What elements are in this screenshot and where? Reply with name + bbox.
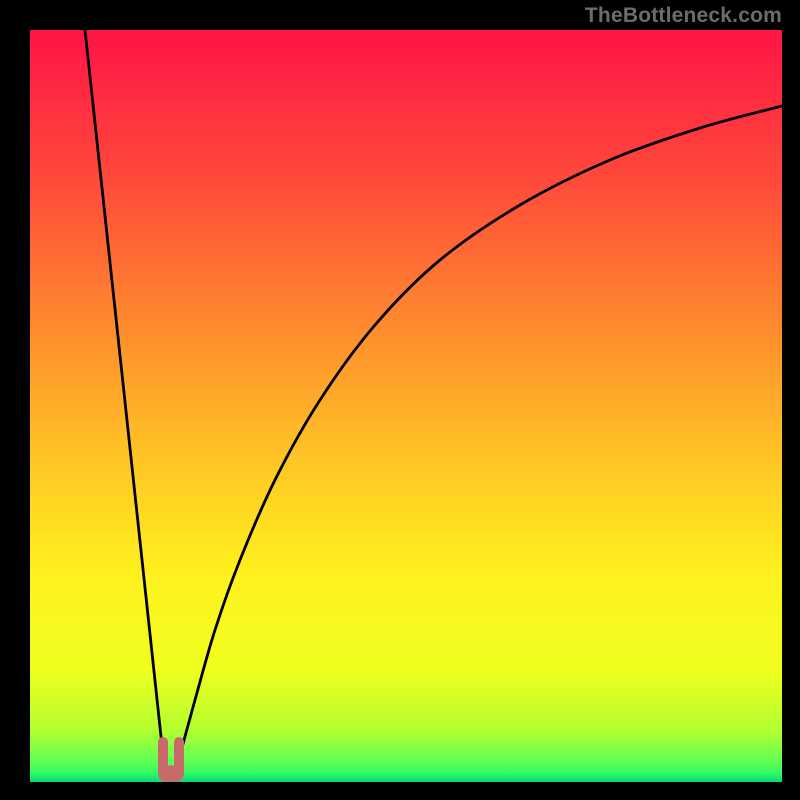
plot-area-gradient <box>30 30 782 782</box>
bottleneck-chart <box>0 0 800 800</box>
watermark-text: TheBottleneck.com <box>585 4 782 28</box>
green-bottom-band <box>30 772 782 782</box>
